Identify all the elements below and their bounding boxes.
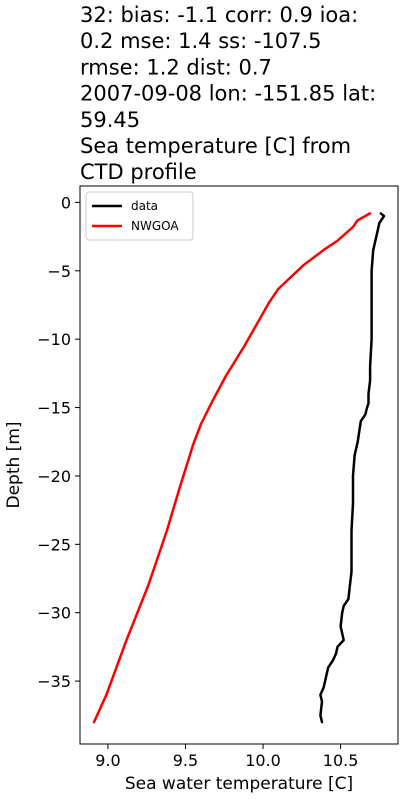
x-tick-label: 10.5	[323, 751, 359, 770]
legend: data NWGOA	[85, 191, 194, 241]
y-axis-label: Depth [m]	[4, 421, 24, 508]
plot-area-frame	[79, 185, 399, 745]
x-tick-label: 10.0	[245, 751, 281, 770]
y-tick-label: −25	[37, 535, 71, 554]
y-tick-label: −30	[37, 604, 71, 623]
y-tick-label: −20	[37, 467, 71, 486]
chart-title: 32: bias: -1.1 corr: 0.9 ioa:0.2 mse: 1.…	[80, 3, 376, 184]
title-line-6: CTD profile	[80, 160, 197, 184]
legend-label-data: data	[131, 199, 158, 213]
series-group	[92, 212, 386, 724]
title-line-0: 32: bias: -1.1 corr: 0.9 ioa:	[80, 3, 358, 27]
y-tick-label: −35	[37, 672, 71, 691]
y-axis-ticks: 0 −5 −10 −15 −20 −25 −30 −35	[37, 193, 80, 691]
y-tick-label: −10	[37, 330, 71, 349]
title-line-1: 0.2 mse: 1.4 ss: -107.5	[80, 29, 322, 53]
x-tick-label: 9.5	[173, 751, 198, 770]
x-axis-ticks: 9.0 9.5 10.0 10.5	[95, 744, 358, 770]
series-line-nwgoa	[92, 212, 372, 724]
y-tick-label: −15	[37, 399, 71, 418]
x-tick-label: 9.0	[95, 751, 120, 770]
y-tick-label: −5	[47, 262, 71, 281]
x-axis-label: Sea water temperature [C]	[125, 774, 353, 794]
legend-label-nwgoa: NWGOA	[131, 219, 179, 233]
series-line-data	[319, 212, 386, 724]
title-line-5: Sea temperature [C] from	[80, 134, 351, 158]
title-line-4: 59.45	[80, 108, 140, 132]
title-line-3: 2007-09-08 lon: -151.85 lat:	[80, 82, 376, 106]
legend-box	[85, 191, 194, 241]
y-tick-label: 0	[61, 193, 71, 212]
title-line-2: rmse: 1.2 dist: 0.7	[80, 55, 272, 79]
